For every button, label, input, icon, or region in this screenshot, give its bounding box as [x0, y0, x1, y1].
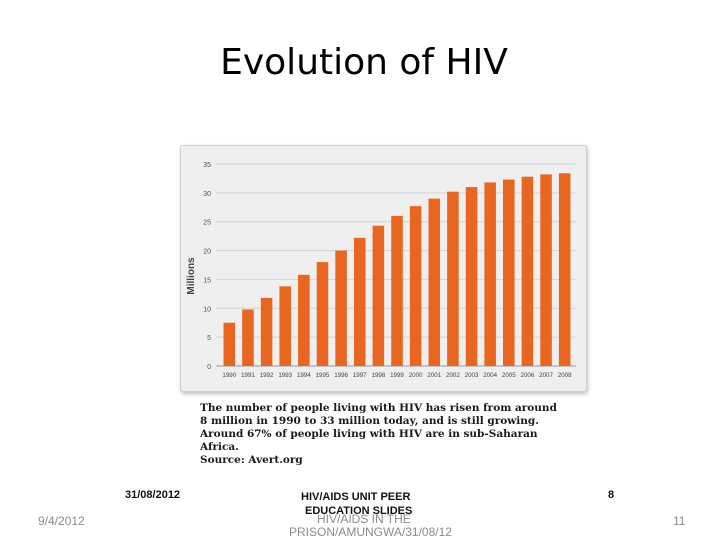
x-tick-labels: 1990 1991 1992 1993 1994 1995 1996 1997 1998 1999…	[222, 372, 572, 379]
bar	[335, 250, 347, 366]
y-tick-labels: 0 5 10 15 20 25 30 35	[203, 162, 211, 371]
embedded-footer-date: 31/08/2012	[125, 489, 181, 501]
bar	[447, 191, 459, 366]
bar	[409, 206, 422, 366]
y-tick-label: 0	[207, 364, 211, 371]
x-tick-label: 2000	[409, 372, 423, 379]
caption-line: The number of people living with HIV has…	[200, 402, 557, 414]
embedded-footer-title-line1: HIV/AIDS UNIT PEER	[301, 491, 411, 503]
slide-footer-text-line2: PRISON/AMUNGWA/31/08/12	[289, 525, 452, 539]
x-tick-label: 1992	[260, 372, 274, 379]
caption-line: 8 million in 1990 to 33 million today, a…	[200, 415, 539, 427]
x-tick-label: 1994	[297, 372, 311, 379]
bar	[316, 262, 329, 366]
x-tick-label: 1990	[222, 372, 236, 379]
x-tick-label: 2004	[483, 372, 497, 379]
bar	[521, 176, 534, 366]
x-tick-label: 2006	[521, 372, 535, 379]
x-tick-label: 1997	[353, 372, 367, 379]
y-tick-label: 30	[203, 191, 211, 198]
embedded-footer-title-line2: EDUCATION SLIDES	[305, 505, 413, 517]
bar	[558, 173, 571, 366]
bar	[353, 237, 366, 366]
bar	[428, 198, 441, 366]
y-tick-label: 10	[203, 306, 211, 313]
slide-footer-date: 9/4/2012	[38, 514, 85, 528]
x-tick-label: 1996	[334, 372, 348, 379]
chart-caption: The number of people living with HIV has…	[200, 402, 580, 467]
y-tick-label: 20	[203, 249, 211, 256]
slide-title: Evolution of HIV	[220, 42, 508, 83]
bars	[223, 173, 571, 366]
bar	[484, 182, 496, 366]
bar	[465, 187, 478, 366]
y-tick-label: 15	[203, 277, 211, 284]
embedded-footer-page-number: 8	[608, 489, 615, 501]
slide-footer-text-line1: HIV/AIDS IN THE	[317, 512, 411, 526]
x-tick-label: 1993	[278, 372, 292, 379]
y-tick-label: 35	[203, 162, 211, 169]
x-tick-label: 2002	[446, 372, 460, 379]
x-tick-label: 2007	[539, 372, 553, 379]
x-tick-label: 1999	[390, 372, 404, 379]
caption-line: Around 67% of people living with HIV are…	[200, 428, 538, 440]
x-tick-label: 2001	[427, 372, 441, 379]
bar	[372, 225, 385, 366]
y-tick-label: 25	[203, 220, 211, 227]
bar	[260, 297, 273, 366]
caption-source: Source: Avert.org	[200, 454, 303, 466]
bar	[242, 309, 254, 366]
slide-footer-page-number: 11	[673, 514, 686, 528]
y-axis-label: Millions	[186, 257, 197, 295]
bar	[298, 274, 310, 366]
bar	[540, 174, 552, 366]
x-tick-label: 1998	[371, 372, 385, 379]
x-tick-label: 1991	[241, 372, 255, 379]
x-tick-label: 2003	[465, 372, 479, 379]
bar	[223, 322, 236, 366]
x-tick-label: 1995	[316, 372, 330, 379]
y-tick-label: 5	[207, 335, 211, 342]
x-tick-label: 2008	[558, 372, 572, 379]
x-tick-label: 2005	[502, 372, 516, 379]
bar	[279, 286, 291, 366]
chart-image: 0 5 10 15 20 25 30 35 1990 1991 1992 1993 1994 1995 1…	[180, 145, 587, 392]
bar	[503, 179, 515, 366]
bar	[391, 215, 403, 366]
caption-line: Africa.	[200, 441, 239, 453]
